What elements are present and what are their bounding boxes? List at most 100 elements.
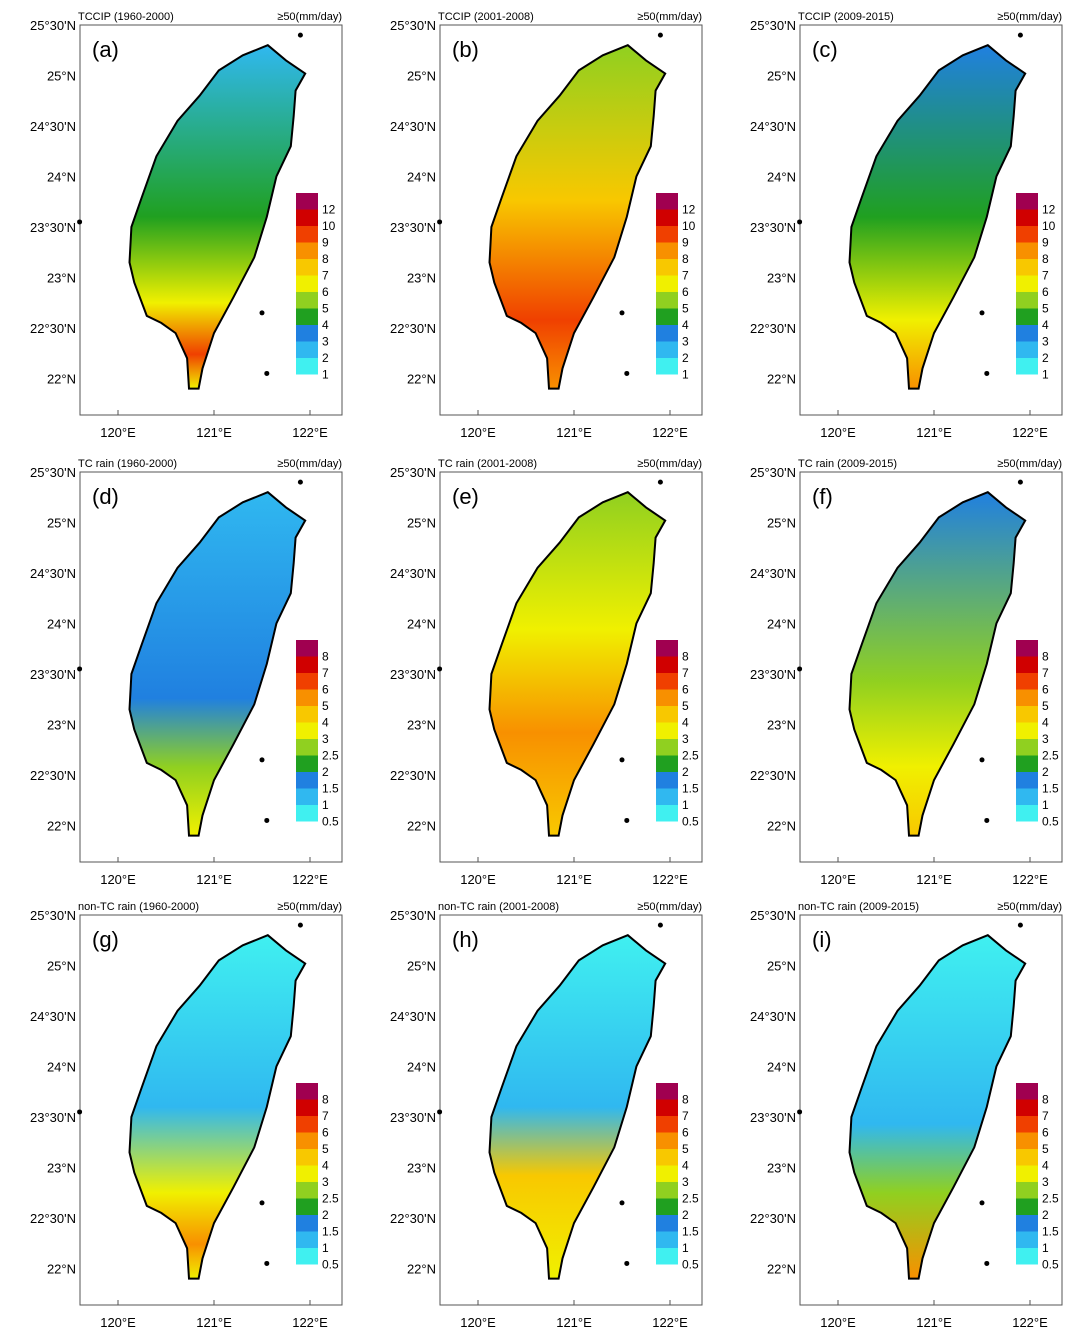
colorbar-label: 4 xyxy=(1042,716,1049,730)
islet xyxy=(297,922,303,928)
lat-label: 22°30'N xyxy=(390,1211,436,1226)
lon-label: 122°E xyxy=(652,1315,688,1329)
colorbar-label: 5 xyxy=(322,302,329,316)
colorbar-label: 8 xyxy=(682,650,689,664)
colorbar-box xyxy=(656,1198,678,1215)
colorbar-box xyxy=(1016,358,1038,375)
islet xyxy=(657,479,663,485)
lon-label: 122°E xyxy=(1012,425,1048,440)
colorbar-label: 3 xyxy=(682,335,689,349)
colorbar-label: 2.5 xyxy=(682,1192,699,1206)
colorbar-box xyxy=(1016,805,1038,822)
colorbar-box xyxy=(296,1264,318,1281)
colorbar-box xyxy=(656,821,678,838)
taiwan-island xyxy=(848,44,1027,390)
colorbar-box xyxy=(656,1099,678,1116)
lat-label: 23°30'N xyxy=(390,1110,436,1125)
lat-label: 22°N xyxy=(47,819,76,834)
panel-label: (h) xyxy=(452,927,479,952)
panel-title: TCCIP (2001-2008) xyxy=(438,11,534,23)
lat-label: 25°N xyxy=(407,959,436,974)
panel-units: ≥50(mm/day) xyxy=(637,901,702,913)
colorbar-label: 1.5 xyxy=(1042,782,1059,796)
lon-label: 122°E xyxy=(292,872,328,887)
colorbar-label: 2 xyxy=(682,1208,689,1222)
lat-label: 23°30'N xyxy=(750,667,796,682)
colorbar-box xyxy=(656,1182,678,1199)
lat-label: 22°30'N xyxy=(30,321,76,336)
lon-label: 121°E xyxy=(556,1315,592,1329)
colorbar-box xyxy=(1016,640,1038,657)
colorbar-label: 1.5 xyxy=(1042,1225,1059,1239)
colorbar-box xyxy=(656,1116,678,1133)
colorbar-box xyxy=(656,673,678,690)
lat-label: 22°30'N xyxy=(30,768,76,783)
islet xyxy=(657,32,663,38)
colorbar-label: 4 xyxy=(322,716,329,730)
colorbar-box xyxy=(1016,1099,1038,1116)
islet xyxy=(619,310,625,316)
colorbar-box xyxy=(296,1099,318,1116)
colorbar-label: 12 xyxy=(322,203,336,217)
colorbar-box xyxy=(1016,1132,1038,1149)
colorbar-box xyxy=(296,1149,318,1166)
colorbar-box xyxy=(1016,341,1038,358)
colorbar-box xyxy=(656,689,678,706)
lon-label: 121°E xyxy=(196,425,232,440)
lat-label: 25°30'N xyxy=(390,18,436,33)
panel-units: ≥50(mm/day) xyxy=(637,11,702,23)
colorbar-label: 2 xyxy=(682,351,689,365)
islet xyxy=(797,219,803,225)
colorbar-box xyxy=(1016,325,1038,342)
colorbar-label: 3 xyxy=(682,732,689,746)
colorbar-box xyxy=(296,226,318,243)
colorbar-label: 1.5 xyxy=(682,1225,699,1239)
islet xyxy=(979,757,985,763)
colorbar-box xyxy=(296,325,318,342)
colorbar-box xyxy=(1016,1248,1038,1265)
colorbar-label: 4 xyxy=(682,1159,689,1173)
colorbar-label: 12 xyxy=(1042,203,1056,217)
islet xyxy=(437,666,443,672)
colorbar-box xyxy=(1016,739,1038,756)
panel-label: (d) xyxy=(92,484,119,509)
colorbar-box xyxy=(1016,242,1038,259)
taiwan-island xyxy=(488,44,667,390)
taiwan-island xyxy=(128,491,307,837)
colorbar-box xyxy=(656,341,678,358)
lat-label: 22°30'N xyxy=(750,1211,796,1226)
lat-label: 25°N xyxy=(407,516,436,531)
lon-label: 122°E xyxy=(1012,1315,1048,1329)
colorbar-label: 5 xyxy=(682,699,689,713)
lat-label: 24°N xyxy=(47,170,76,185)
colorbar-label: 7 xyxy=(322,666,329,680)
colorbar-box xyxy=(656,805,678,822)
colorbar-box xyxy=(656,226,678,243)
colorbar-box xyxy=(1016,259,1038,276)
colorbar-label: 1 xyxy=(322,1241,329,1255)
lat-label: 22°30'N xyxy=(750,321,796,336)
lat-label: 25°N xyxy=(767,516,796,531)
lat-label: 24°N xyxy=(407,1060,436,1075)
colorbar-label: 5 xyxy=(1042,1142,1049,1156)
islet xyxy=(797,1109,803,1115)
colorbar-label: 2 xyxy=(682,765,689,779)
colorbar-box xyxy=(656,656,678,673)
colorbar-box xyxy=(1016,788,1038,805)
lon-label: 120°E xyxy=(460,425,496,440)
colorbar-label: 2.5 xyxy=(682,749,699,763)
colorbar-box xyxy=(1016,722,1038,739)
colorbar-box xyxy=(296,1132,318,1149)
colorbar-box xyxy=(656,1248,678,1265)
panel-title: TCCIP (2009-2015) xyxy=(798,11,894,23)
panel-title: TC rain (2001-2008) xyxy=(438,458,537,470)
lat-label: 24°30'N xyxy=(30,1009,76,1024)
panel-label: (g) xyxy=(92,927,119,952)
islet xyxy=(619,1200,625,1206)
lat-label: 24°N xyxy=(767,1060,796,1075)
colorbar-box xyxy=(296,259,318,276)
lat-label: 24°30'N xyxy=(30,119,76,134)
colorbar-label: 5 xyxy=(322,699,329,713)
colorbar-label: 8 xyxy=(1042,650,1049,664)
lat-label: 25°N xyxy=(47,69,76,84)
